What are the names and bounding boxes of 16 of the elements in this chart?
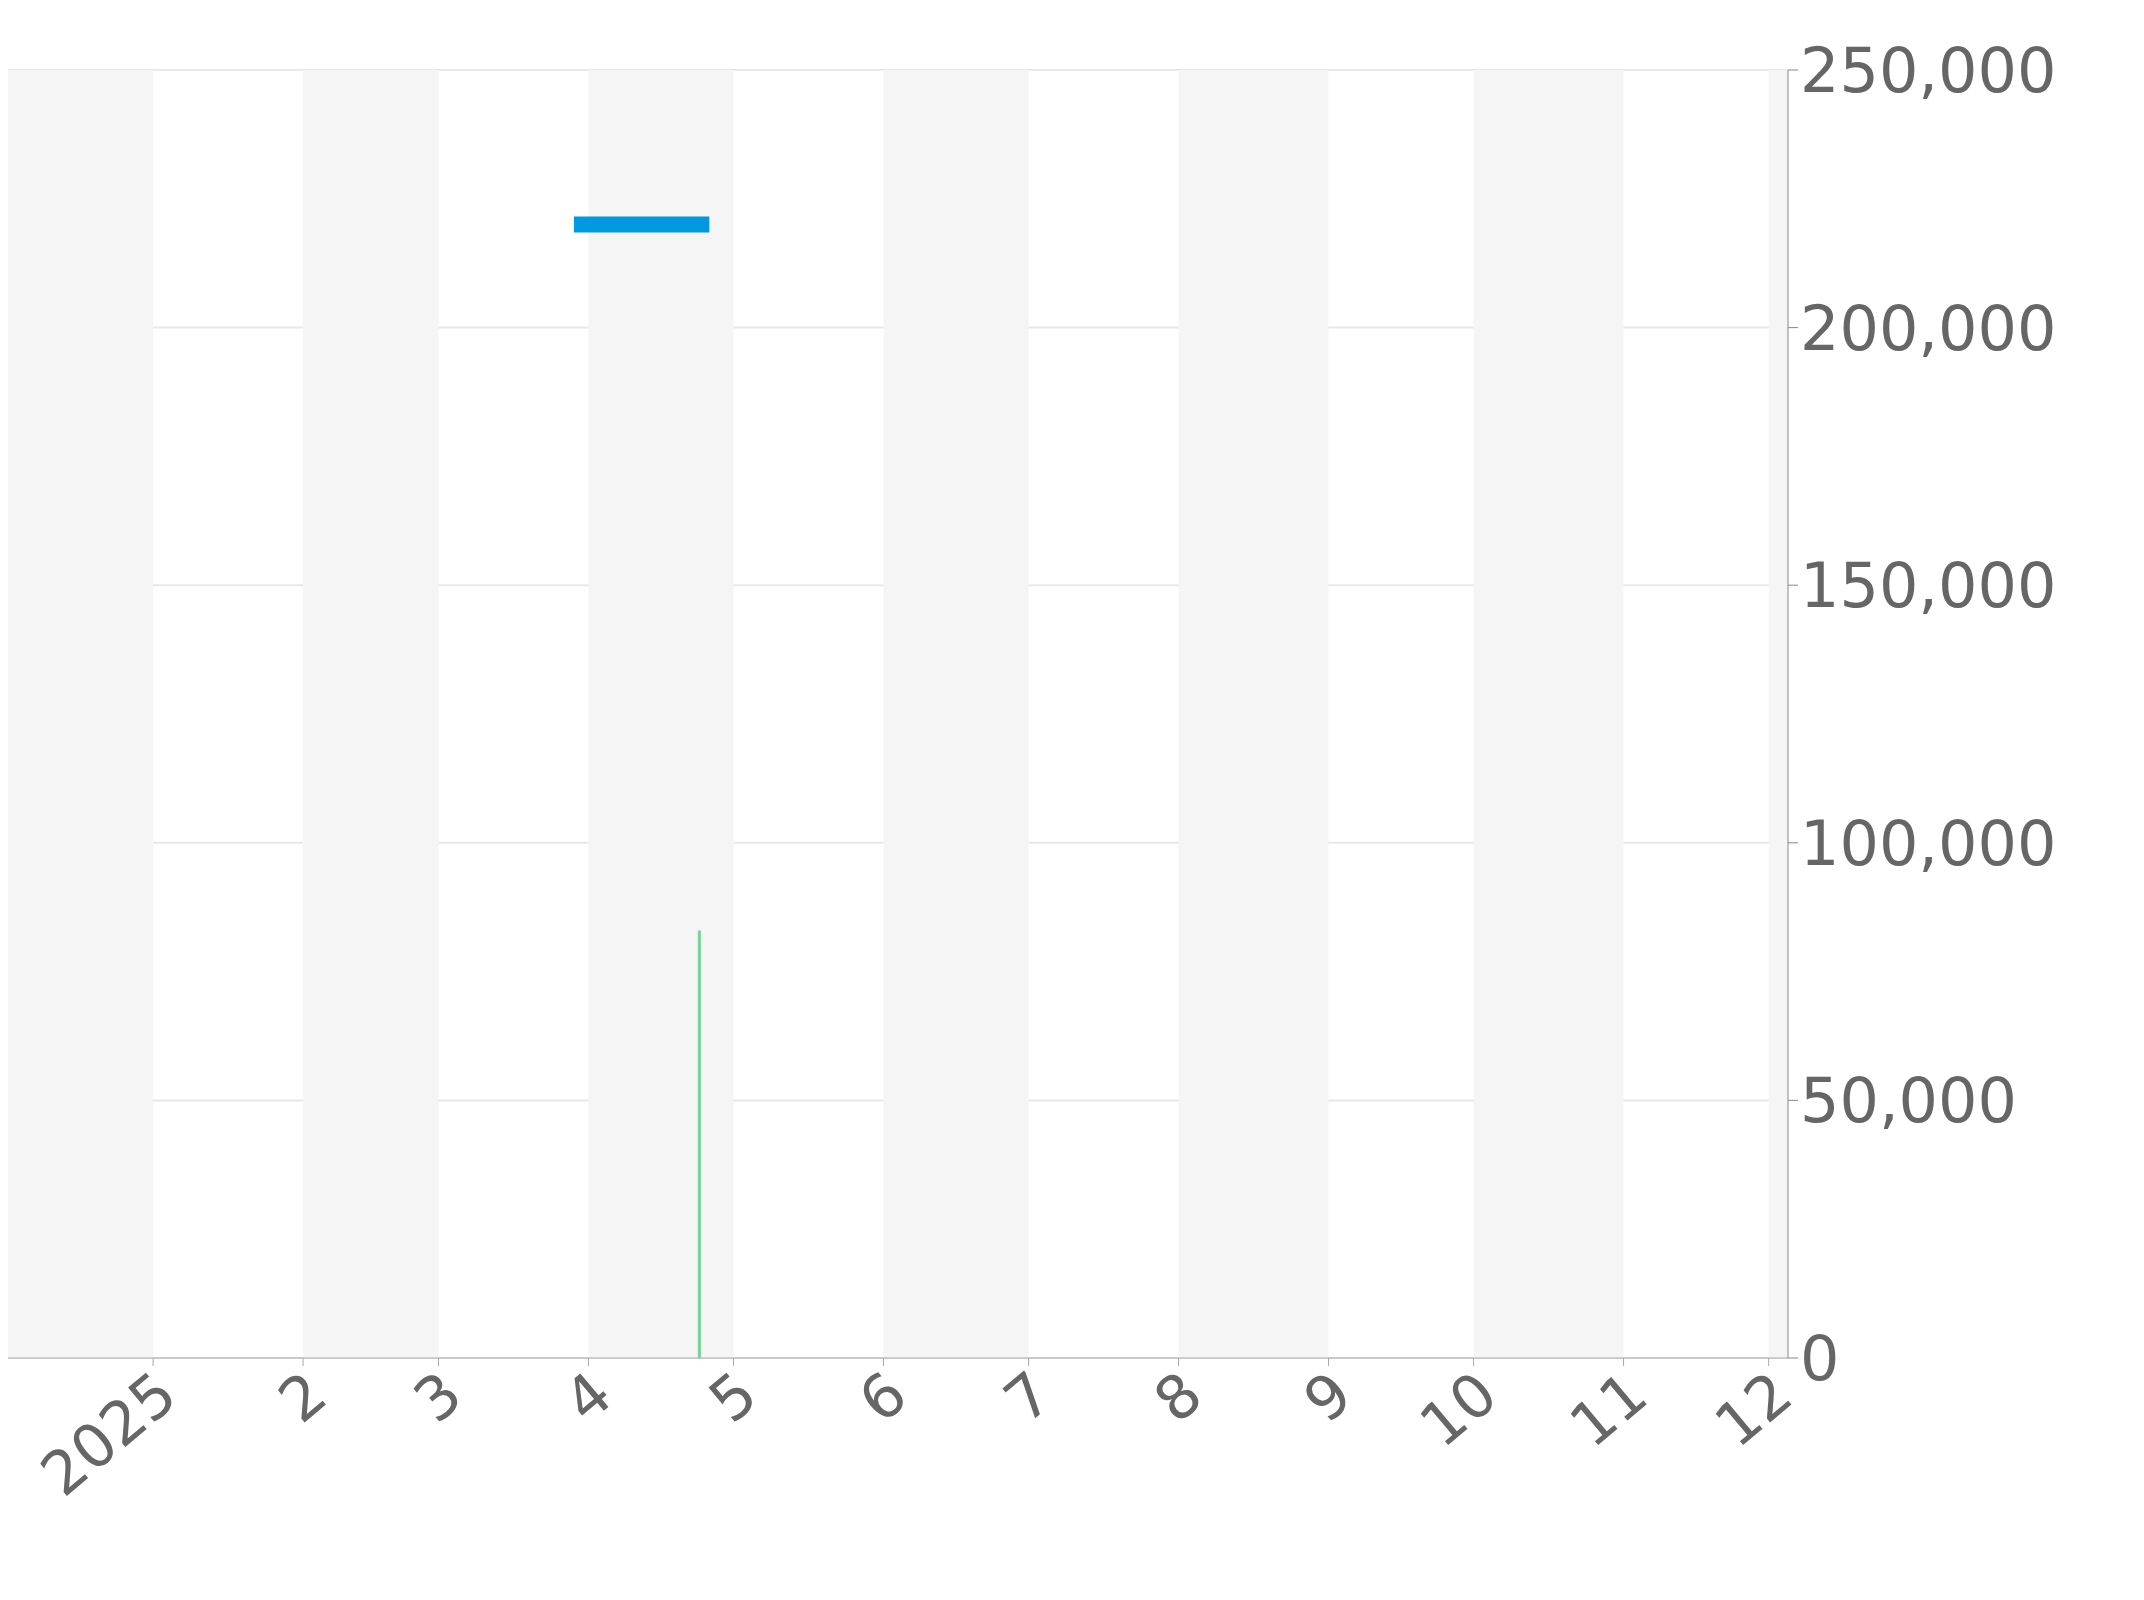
y-tick-label: 0 xyxy=(1800,1322,1840,1396)
y-tick-label: 250,000 xyxy=(1800,34,2057,108)
x-tick-label: 10 xyxy=(1406,1357,1510,1461)
x-tick-label: 9 xyxy=(1290,1357,1365,1436)
x-tick-label: 11 xyxy=(1556,1357,1660,1461)
y-tick-label: 50,000 xyxy=(1800,1064,2017,1138)
y-tick-label: 200,000 xyxy=(1800,291,2057,365)
x-tick-label: 2 xyxy=(265,1357,340,1436)
x-tick-label: 3 xyxy=(400,1357,475,1436)
x-tick-label: 7 xyxy=(990,1357,1065,1436)
x-tick-label: 6 xyxy=(845,1357,920,1436)
x-tick-label: 8 xyxy=(1140,1357,1215,1436)
y-tick-label: 150,000 xyxy=(1800,549,2057,623)
y-tick-label: 100,000 xyxy=(1800,806,2057,880)
x-tick-label: 5 xyxy=(695,1357,770,1436)
x-tick-label: 4 xyxy=(550,1357,625,1436)
